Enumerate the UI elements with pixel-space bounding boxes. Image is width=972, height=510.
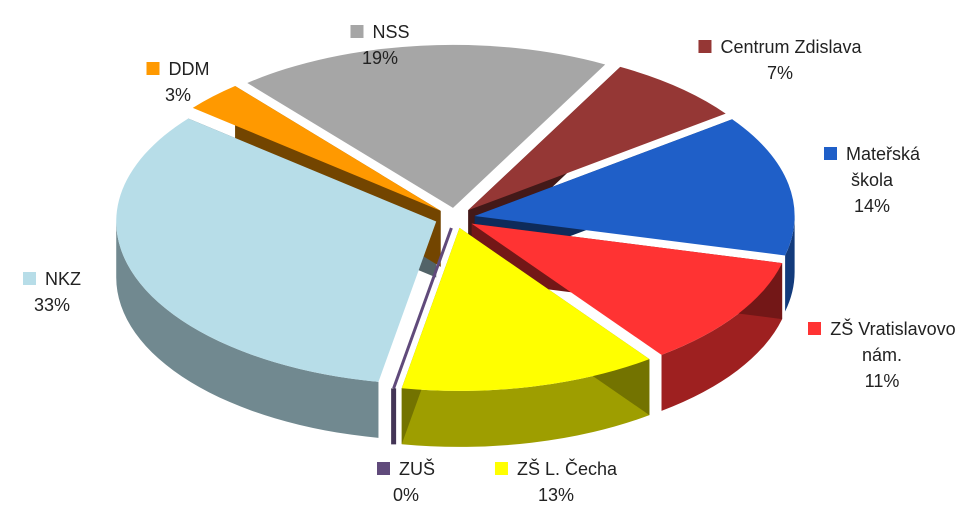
slice-top: [471, 223, 783, 355]
slice-side: [661, 263, 783, 411]
legend-key: [808, 322, 822, 335]
value-label: 0%: [392, 485, 419, 505]
slice-side: [785, 216, 795, 312]
category-name: DDM: [168, 59, 210, 79]
data-label: ZUŠ 0%: [377, 456, 435, 508]
category-name: NKZ: [45, 269, 81, 289]
category-name: ZUŠ: [399, 459, 435, 479]
legend-key: [377, 462, 390, 475]
legend-key: [494, 462, 508, 475]
data-label: ZŠ L. Čecha 13%: [494, 456, 618, 508]
category-name: ZŠ L. Čecha: [516, 459, 618, 479]
legend-key: [698, 40, 712, 53]
legend-key: [350, 25, 364, 38]
slice-side: [401, 359, 650, 447]
value-label: 7%: [766, 63, 794, 83]
value-label: 11%: [864, 371, 900, 391]
data-label: DDM 3%: [146, 56, 210, 108]
legend-key: [23, 272, 36, 285]
value-label: 14%: [853, 196, 891, 216]
slice-top: [192, 85, 441, 211]
value-label: 13%: [537, 485, 575, 505]
slice-top: [474, 119, 795, 256]
category-name: NSS: [372, 22, 410, 42]
data-label: Mateřská škola 14%: [822, 141, 922, 219]
legend-key: [146, 62, 160, 75]
slice-top: [401, 227, 650, 391]
slice-top: [116, 118, 437, 382]
category-name: Centrum Zdislava: [720, 37, 862, 57]
data-label: NSS 19%: [350, 19, 410, 71]
slice-side: [116, 221, 379, 438]
data-label: NKZ 33%: [23, 266, 81, 318]
value-label: 3%: [164, 85, 191, 105]
data-label: Centrum Zdislava 7%: [698, 34, 862, 86]
slice-top: [392, 227, 453, 389]
category-name: Mateřská škola: [845, 144, 921, 190]
value-label: 33%: [33, 295, 71, 315]
value-label: 19%: [361, 48, 399, 68]
slice-top: [247, 44, 606, 208]
legend-key: [823, 147, 837, 160]
category-name: ZŠ Vratislavovo nám.: [830, 319, 956, 365]
data-label: ZŠ Vratislavovo nám. 11%: [792, 316, 972, 394]
slice-top: [468, 66, 726, 211]
